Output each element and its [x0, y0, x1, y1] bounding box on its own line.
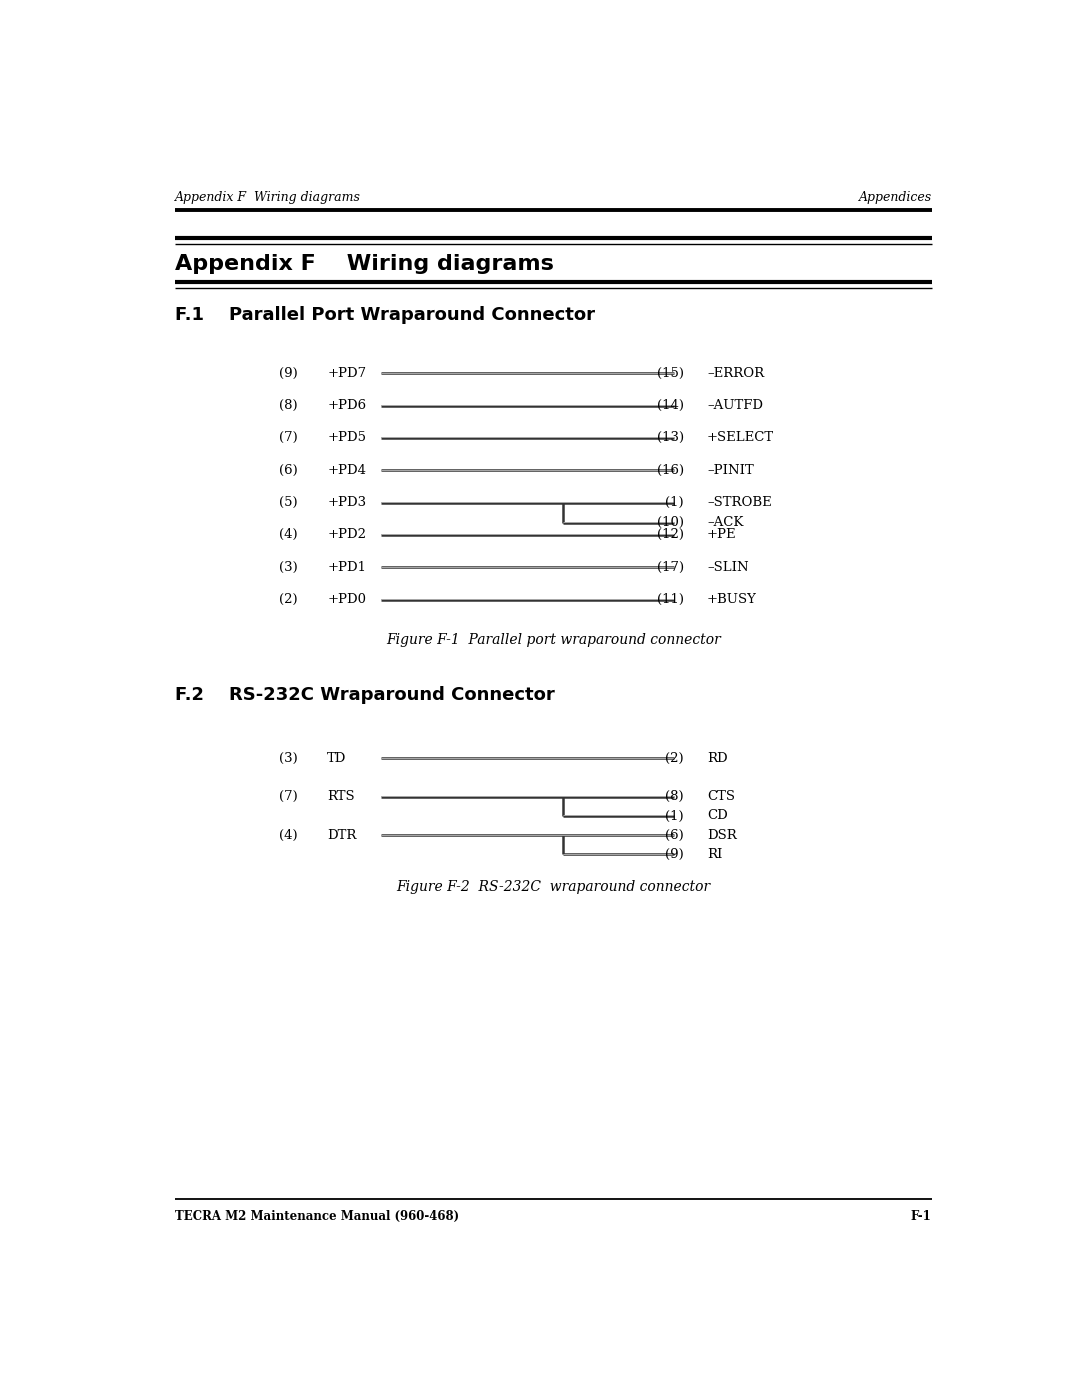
Text: (13): (13) — [657, 432, 684, 444]
Text: +PD0: +PD0 — [327, 594, 366, 606]
Text: F.2    RS-232C Wraparound Connector: F.2 RS-232C Wraparound Connector — [175, 686, 555, 704]
Text: (6): (6) — [665, 828, 684, 842]
Text: (8): (8) — [665, 791, 684, 803]
Text: –PINIT: –PINIT — [707, 464, 754, 476]
Text: Appendices: Appendices — [859, 191, 932, 204]
Text: (14): (14) — [657, 400, 684, 412]
Text: (2): (2) — [665, 752, 684, 764]
Text: (10): (10) — [657, 515, 684, 529]
Text: F-1: F-1 — [910, 1210, 932, 1222]
Text: (5): (5) — [279, 496, 298, 509]
Text: +PD6: +PD6 — [327, 400, 366, 412]
Text: +PD7: +PD7 — [327, 367, 366, 380]
Text: +PD1: +PD1 — [327, 560, 366, 574]
Text: (16): (16) — [657, 464, 684, 476]
Text: +SELECT: +SELECT — [707, 432, 774, 444]
Text: (6): (6) — [279, 464, 298, 476]
Text: RD: RD — [707, 752, 728, 764]
Text: –ERROR: –ERROR — [707, 367, 764, 380]
Text: (8): (8) — [279, 400, 298, 412]
Text: TD: TD — [327, 752, 347, 764]
Text: TECRA M2 Maintenance Manual (960-468): TECRA M2 Maintenance Manual (960-468) — [175, 1210, 459, 1222]
Text: +PD3: +PD3 — [327, 496, 366, 509]
Text: (1): (1) — [665, 809, 684, 823]
Text: (11): (11) — [657, 594, 684, 606]
Text: (4): (4) — [279, 528, 298, 542]
Text: CTS: CTS — [707, 791, 735, 803]
Text: (1): (1) — [665, 496, 684, 509]
Text: (3): (3) — [279, 560, 298, 574]
Text: (15): (15) — [657, 367, 684, 380]
Text: (2): (2) — [279, 594, 298, 606]
Text: (9): (9) — [279, 367, 298, 380]
Text: RI: RI — [707, 848, 723, 861]
Text: +PD5: +PD5 — [327, 432, 366, 444]
Text: RTS: RTS — [327, 791, 355, 803]
Text: +BUSY: +BUSY — [707, 594, 757, 606]
Text: DSR: DSR — [707, 828, 737, 842]
Text: Figure F-2  RS-232C  wraparound connector: Figure F-2 RS-232C wraparound connector — [396, 880, 711, 894]
Text: (9): (9) — [665, 848, 684, 861]
Text: –ACK: –ACK — [707, 515, 743, 529]
Text: Figure F-1  Parallel port wraparound connector: Figure F-1 Parallel port wraparound conn… — [387, 633, 720, 647]
Text: Appendix F  Wiring diagrams: Appendix F Wiring diagrams — [175, 191, 361, 204]
Text: (12): (12) — [657, 528, 684, 542]
Text: (7): (7) — [279, 791, 298, 803]
Text: F.1    Parallel Port Wraparound Connector: F.1 Parallel Port Wraparound Connector — [175, 306, 595, 324]
Text: (4): (4) — [279, 828, 298, 842]
Text: –SLIN: –SLIN — [707, 560, 748, 574]
Text: Appendix F    Wiring diagrams: Appendix F Wiring diagrams — [175, 254, 554, 274]
Text: –STROBE: –STROBE — [707, 496, 772, 509]
Text: +PD2: +PD2 — [327, 528, 366, 542]
Text: –AUTFD: –AUTFD — [707, 400, 762, 412]
Text: (3): (3) — [279, 752, 298, 764]
Text: +PD4: +PD4 — [327, 464, 366, 476]
Text: +PE: +PE — [707, 528, 737, 542]
Text: DTR: DTR — [327, 828, 356, 842]
Text: CD: CD — [707, 809, 728, 823]
Text: (7): (7) — [279, 432, 298, 444]
Text: (17): (17) — [657, 560, 684, 574]
